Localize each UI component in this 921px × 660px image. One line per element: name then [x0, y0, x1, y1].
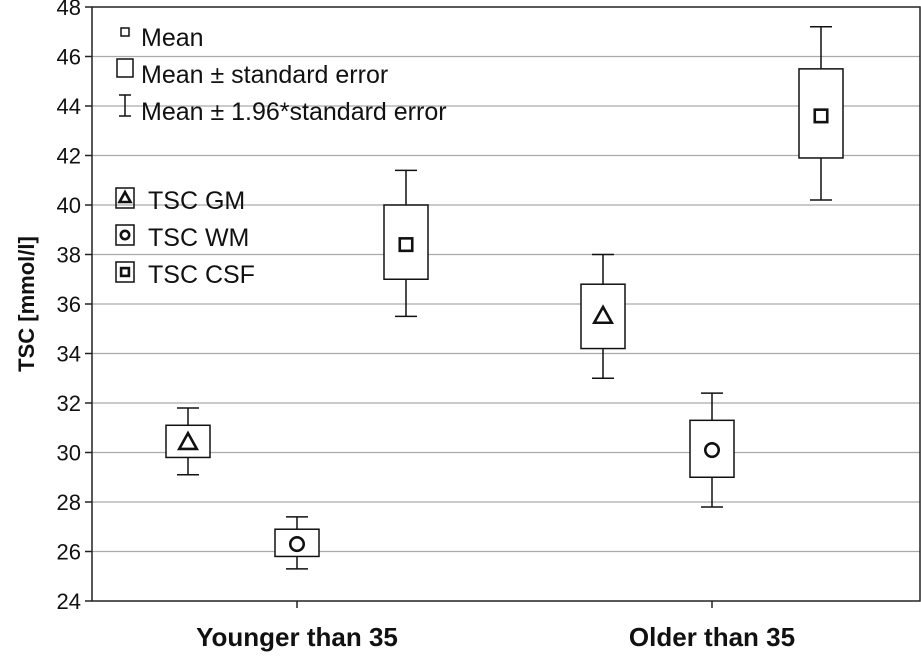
legend-series-label: TSC GM	[148, 187, 245, 215]
y-tick-label: 28	[57, 490, 81, 515]
y-tick-label: 36	[57, 292, 81, 317]
legend-stat-label: Mean	[141, 24, 204, 52]
y-tick-label: 32	[57, 391, 81, 416]
plot-frame	[91, 6, 921, 602]
x-axis-ticks	[296, 601, 713, 608]
x-category-label: Older than 35	[629, 622, 795, 652]
y-tick-label: 34	[57, 342, 81, 367]
mean-marker-circle	[288, 536, 306, 553]
y-tick-label: 24	[57, 589, 81, 614]
y-tick-label: 38	[57, 243, 81, 268]
y-tick-label: 26	[57, 540, 81, 565]
mean-marker-circle	[703, 442, 721, 459]
x-category-label: Younger than 35	[196, 622, 398, 652]
se-box	[689, 419, 735, 479]
se-box	[383, 204, 429, 280]
legend-series-label: TSC CSF	[148, 261, 255, 289]
box-triangle	[165, 407, 211, 476]
legend-series-box	[115, 261, 135, 283]
y-axis-title: TSC [mmol/l]	[14, 236, 39, 372]
legend-series-box	[115, 187, 135, 209]
se-box	[165, 424, 211, 459]
mean-marker-square	[119, 266, 131, 278]
box-square	[383, 169, 429, 318]
y-tick-label: 46	[57, 45, 81, 70]
legend-mean-symbol	[120, 27, 130, 37]
mean-marker-square	[398, 237, 414, 253]
y-axis-ticks: 24 26 28 30 32 34 36 38 40 42 44 46 48	[57, 0, 92, 614]
box-circle	[689, 392, 735, 508]
y-tick-label: 44	[57, 94, 81, 119]
gridlines	[92, 55, 920, 553]
mean-marker-triangle	[117, 189, 133, 204]
legend-se-symbol	[116, 58, 134, 78]
box-circle	[274, 516, 320, 570]
legend-statistics: Mean Mean ± standard error Mean ± 1.96*sta…	[116, 24, 447, 126]
legend-stat-label: Mean ± standard error	[141, 61, 388, 89]
legend-series: TSC GM TSC WM TSC CSF	[115, 187, 255, 289]
legend-series-label: TSC WM	[148, 224, 249, 252]
se-box	[798, 68, 844, 159]
y-tick-label: 30	[57, 441, 81, 466]
y-tick-label: 42	[57, 144, 81, 169]
y-tick-label: 40	[57, 193, 81, 218]
se-box	[274, 528, 320, 558]
box-plots	[165, 26, 844, 570]
se-box	[580, 283, 626, 350]
box-square	[798, 26, 844, 201]
mean-marker-triangle	[591, 304, 615, 325]
legend-series-box	[115, 224, 135, 246]
box-triangle	[580, 253, 626, 379]
x-category-labels: Younger than 35 Older than 35	[196, 622, 795, 652]
legend-stat-label: Mean ± 1.96*standard error	[141, 98, 447, 126]
mean-marker-square	[813, 108, 829, 124]
y-tick-label: 48	[57, 0, 81, 20]
mean-marker-circle	[119, 229, 131, 241]
mean-marker-triangle	[176, 430, 200, 451]
